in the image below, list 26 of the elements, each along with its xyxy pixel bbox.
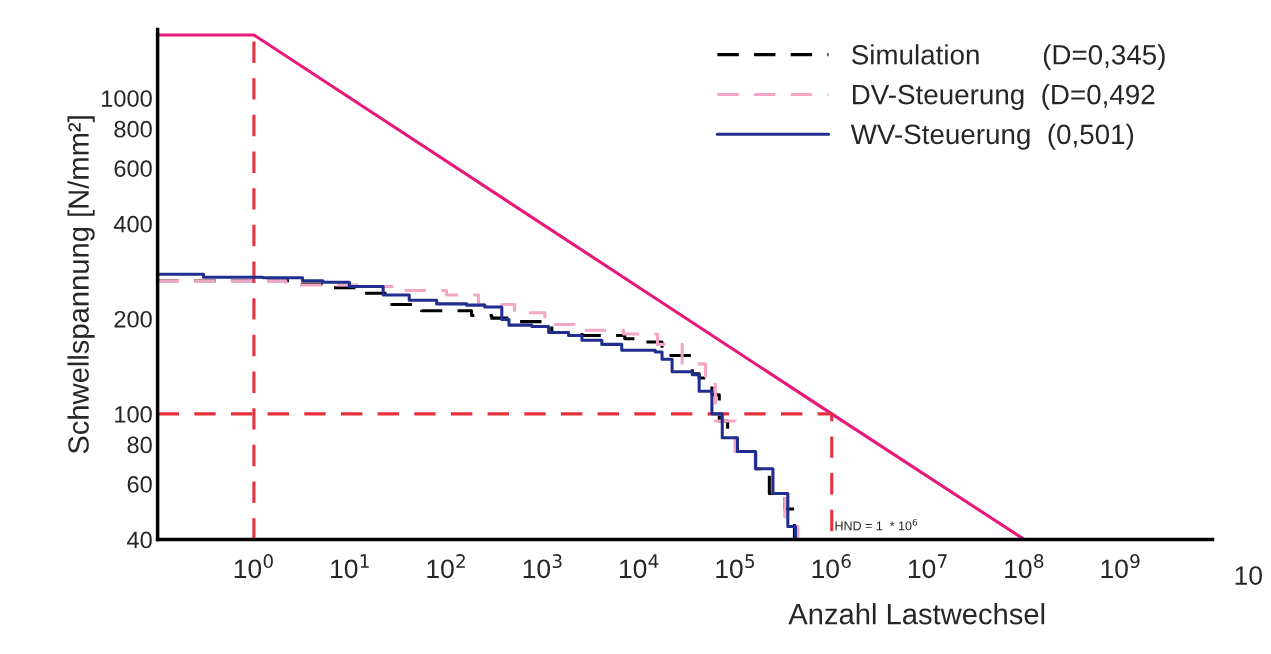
x-tick-label: 10$^{5}$ <box>716 554 755 579</box>
x-tick-label: 10$^{3}$ <box>523 554 562 579</box>
y-tick-label: 60 <box>127 476 152 493</box>
x-axis-title: Anzahl Lastwechsel <box>788 603 1045 625</box>
legend-label: Simulation (D=0,345) <box>851 44 1165 71</box>
x-tick-label: 10$^{6}$ <box>812 554 851 579</box>
x-tick-label: 10$^{9}$ <box>1101 554 1140 579</box>
x-tick-label: 10$^{8}$ <box>1005 554 1044 579</box>
legend-label: WV-Steuerung (0,501) <box>850 123 1134 150</box>
y-tick-label: 400 <box>113 215 152 233</box>
x-tick-label: 10$^{7}$ <box>908 554 947 579</box>
y-tick-label: 80 <box>127 436 152 454</box>
y-tick-label: 1000 <box>102 90 152 107</box>
y-tick-label: 100 <box>115 405 152 423</box>
legend-label: DV-Steuerung (D=0,492 <box>853 84 1155 110</box>
x-tick-label: 10$^{4}$ <box>620 554 659 579</box>
annotation: HND = 1 * 10$^{6}$ <box>835 518 918 531</box>
y-tick-label: 600 <box>114 160 152 177</box>
y-tick-label: 800 <box>114 120 152 138</box>
x-tick-label: 10$^{2}$ <box>427 554 465 579</box>
x-tick-label: 10$^{0}$ <box>234 554 273 579</box>
y-axis-title: Schwellspannung [N/mm²] <box>67 116 95 454</box>
y-tick-label: 40 <box>127 531 152 549</box>
x-tick-label: 10$^{1}$ <box>331 554 369 579</box>
text: 10 <box>1235 566 1262 585</box>
y-tick-label: 200 <box>114 310 152 328</box>
